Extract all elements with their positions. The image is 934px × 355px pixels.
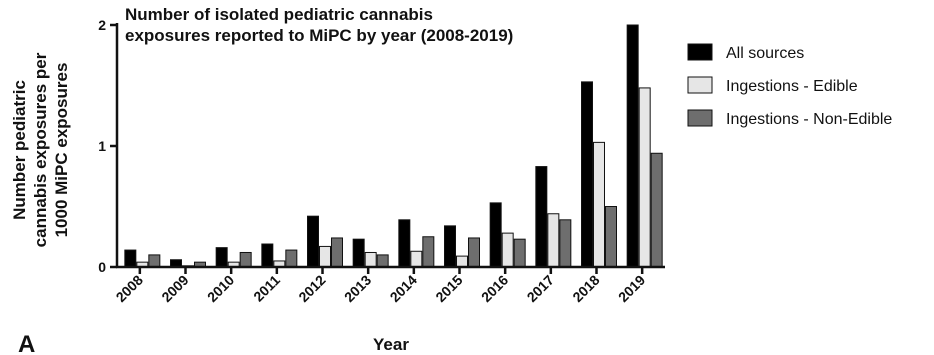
y-axis-title-line: Number pediatric [10, 80, 29, 220]
bar-all-sources-2017 [535, 166, 548, 268]
x-tick-label: 2015 [432, 272, 465, 305]
x-tick-label: 2009 [158, 272, 191, 305]
x-tick-label: 2017 [524, 272, 557, 305]
bar-ingestions-non-edible-2015 [468, 237, 480, 268]
legend-label: Ingestions - Non-Edible [726, 111, 892, 128]
y-axis-title: Number pediatric cannabis exposures per 10… [10, 52, 71, 247]
bar-ingestions-non-edible-2017 [559, 219, 572, 268]
x-tick-label: 2018 [569, 272, 602, 305]
legend-swatch [687, 76, 713, 94]
bar-ingestions-non-edible-2018 [605, 206, 617, 268]
y-tick-label: 2 [98, 17, 106, 33]
legend-swatch [687, 43, 713, 61]
bar-ingestions-edible-2015 [456, 255, 468, 268]
bar-ingestions-non-edible-2019 [650, 152, 663, 268]
x-tick-label: 2014 [387, 272, 420, 305]
bar-ingestions-non-edible-2013 [376, 254, 389, 268]
x-tick-label: 2010 [204, 272, 237, 305]
panel-label: A [18, 331, 35, 355]
bar-all-sources-2012 [307, 215, 319, 268]
legend-swatch [687, 109, 713, 127]
bar-ingestions-edible-2013 [364, 251, 377, 268]
y-ticks-group: 0 1 2 [98, 17, 117, 275]
bar-ingestions-non-edible-2011 [285, 249, 298, 268]
bar-ingestions-edible-2012 [319, 245, 331, 268]
bar-all-sources-2018 [581, 81, 593, 268]
bar-all-sources-2013 [352, 238, 365, 268]
bar-ingestions-non-edible-2014 [422, 236, 435, 268]
bar-ingestions-non-edible-2010 [239, 251, 252, 268]
y-tick-label: 0 [98, 259, 106, 275]
chart-title-line: exposures reported to MiPC by year (2008… [125, 26, 513, 45]
bar-all-sources-2019 [626, 24, 639, 268]
x-tick-label: 2012 [295, 272, 328, 305]
bar-ingestions-edible-2017 [547, 213, 560, 268]
chart-title: Number of isolated pediatric cannabis exp… [125, 5, 513, 45]
x-ticks-group: 2008 2009 2010 2011 2012 2013 2014 2015 2016 2017… [113, 267, 648, 305]
bar-ingestions-non-edible-2008 [148, 254, 161, 268]
bar-ingestions-edible-2016 [501, 232, 514, 268]
bar-all-sources-2010 [215, 247, 228, 268]
bar-all-sources-2015 [444, 225, 456, 268]
legend-label: All sources [726, 45, 804, 62]
x-tick-label: 2016 [478, 272, 511, 305]
y-axis-title-line: 1000 MiPC exposures [52, 63, 71, 238]
y-tick-label: 1 [98, 138, 106, 154]
bar-ingestions-non-edible-2012 [331, 237, 343, 268]
bar-all-sources-2016 [489, 202, 502, 268]
bar-all-sources-2014 [398, 219, 411, 268]
x-tick-label: 2013 [341, 272, 374, 305]
bar-ingestions-edible-2014 [410, 250, 423, 268]
x-tick-label: 2019 [615, 272, 648, 305]
x-tick-label: 2011 [250, 272, 283, 305]
bar-ingestions-edible-2019 [638, 87, 651, 268]
legend: All sources Ingestions - Edible Ingestions… [687, 43, 892, 128]
x-axis-title: Year [373, 335, 409, 354]
x-tick-label: 2008 [113, 272, 146, 305]
chart-title-line: Number of isolated pediatric cannabis [125, 5, 433, 24]
legend-label: Ingestions - Edible [726, 78, 858, 95]
bar-all-sources-2011 [261, 243, 274, 268]
y-axis-title-line: cannabis exposures per [31, 52, 50, 247]
bar-ingestions-non-edible-2016 [513, 238, 526, 268]
bar-ingestions-edible-2018 [593, 141, 605, 268]
bar-all-sources-2008 [124, 249, 137, 268]
bars-group [124, 24, 663, 268]
